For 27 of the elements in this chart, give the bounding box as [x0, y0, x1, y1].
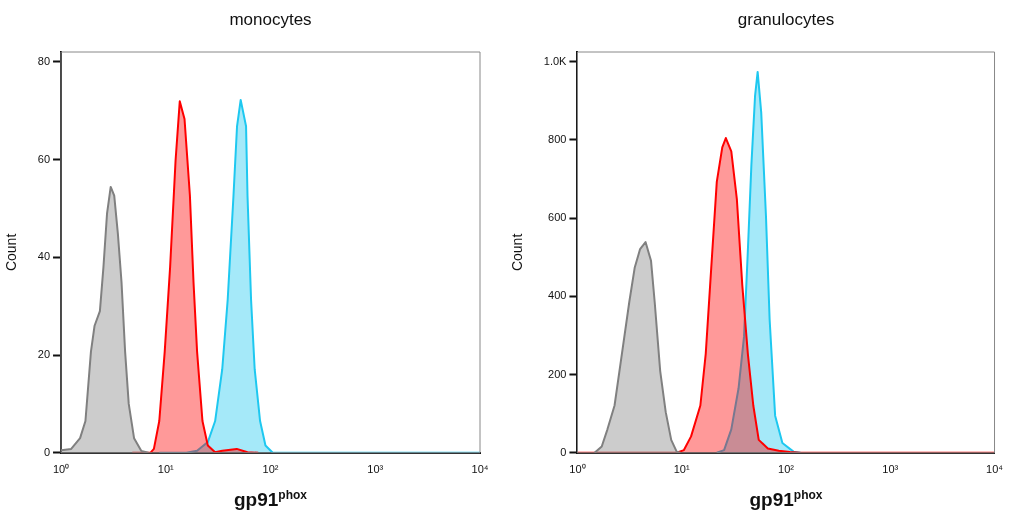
y-tick-label: 20	[37, 348, 51, 361]
y-tick-label: 400	[548, 289, 567, 302]
chart-title: granulocytes	[736, 10, 836, 30]
y-tick-label: 600	[548, 211, 567, 224]
y-axis-title: Count	[3, 233, 20, 272]
y-tick-label: 1.0K	[543, 54, 568, 67]
x-tick-label: 10⁴	[986, 463, 1004, 476]
x-tick-label: 10⁰	[52, 463, 70, 476]
x-tick-label: 10¹	[673, 463, 690, 476]
y-axis-title: Count	[509, 233, 526, 272]
y-tick-label: 80	[37, 54, 51, 67]
y-tick-label: 60	[37, 152, 51, 165]
x-axis-title: gp91$^{phox}$	[748, 488, 824, 512]
x-tick-label: 10¹	[157, 463, 175, 476]
x-tick-label: 10⁴	[471, 463, 489, 476]
y-tick-label: 40	[37, 250, 51, 263]
x-tick-label: 10⁰	[569, 463, 586, 476]
y-tick-label: 200	[548, 367, 567, 380]
y-tick-label: 0	[43, 445, 51, 458]
y-tick-label: 800	[548, 133, 567, 146]
x-tick-label: 10²	[778, 463, 795, 476]
y-tick-label: 0	[560, 445, 567, 458]
x-tick-label: 10³	[882, 463, 899, 476]
chart-title: monocytes	[228, 10, 313, 30]
x-tick-label: 10²	[262, 463, 279, 476]
x-axis-title: gp91$^{phox}$	[233, 488, 309, 512]
x-tick-label: 10³	[367, 463, 384, 476]
